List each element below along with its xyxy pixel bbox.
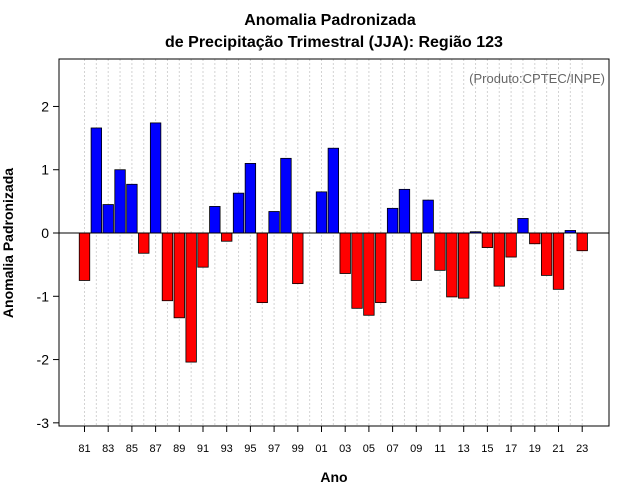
bar-series bbox=[78, 122, 588, 363]
bar-1999 bbox=[292, 232, 304, 285]
bar-1988 bbox=[161, 232, 174, 302]
x-tick-label: 13 bbox=[458, 443, 470, 455]
x-tick-label: 19 bbox=[529, 443, 541, 455]
x-tick-label: 83 bbox=[102, 443, 114, 455]
bar-2004 bbox=[351, 232, 363, 309]
x-tick-label: 01 bbox=[315, 443, 327, 455]
x-tick-label: 09 bbox=[410, 443, 422, 455]
bar-2016 bbox=[493, 232, 505, 287]
x-tick-label: 05 bbox=[363, 443, 375, 455]
x-tick-label: 11 bbox=[434, 443, 445, 455]
plot-area-frame bbox=[58, 58, 610, 427]
bar-2012 bbox=[446, 232, 458, 298]
x-tick-label: 07 bbox=[386, 443, 398, 455]
bar-1981 bbox=[78, 232, 91, 281]
bar-1984 bbox=[114, 169, 126, 234]
bar-2015 bbox=[481, 232, 494, 248]
grid-lines bbox=[84, 59, 583, 426]
bar-2021 bbox=[552, 232, 565, 290]
bar-1985 bbox=[126, 183, 138, 234]
x-tick-label: 95 bbox=[244, 443, 256, 455]
y-tick-label: 2 bbox=[41, 98, 49, 114]
bar-2020 bbox=[541, 232, 553, 276]
bar-1995 bbox=[244, 163, 257, 234]
bar-2006 bbox=[375, 232, 387, 304]
bar-2008 bbox=[398, 188, 411, 234]
bar-2009 bbox=[410, 232, 422, 281]
bar-2018 bbox=[517, 218, 529, 234]
bar-1982 bbox=[90, 127, 102, 234]
x-tick-label: 97 bbox=[268, 443, 280, 455]
x-axis-ticks: 81 83 85 87 89 91 93 95 97 99 01 03 05 07 09 11 13 15 17 19… bbox=[78, 426, 588, 455]
bar-1990 bbox=[185, 232, 197, 363]
bar-1993 bbox=[221, 232, 233, 242]
x-tick-label: 87 bbox=[149, 443, 161, 455]
y-tick-label: -1 bbox=[37, 288, 50, 304]
x-tick-label: 23 bbox=[576, 443, 588, 455]
bar-1991 bbox=[197, 232, 209, 268]
x-tick-label: 91 bbox=[197, 443, 209, 455]
y-tick-label: -2 bbox=[37, 352, 50, 368]
bar-2002 bbox=[327, 147, 340, 234]
x-tick-label: 99 bbox=[292, 443, 304, 455]
x-tick-label: 93 bbox=[221, 443, 233, 455]
bar-2011 bbox=[434, 232, 446, 271]
bar-2005 bbox=[363, 232, 375, 316]
bar-1998 bbox=[280, 157, 292, 234]
bar-2007 bbox=[386, 207, 399, 234]
x-tick-label: 15 bbox=[481, 443, 493, 455]
y-axis-title: Anomalia Padronizada bbox=[0, 168, 16, 318]
x-tick-label: 81 bbox=[78, 443, 90, 455]
product-credit: (Produto:CPTEC/INPE) bbox=[469, 71, 605, 86]
bar-2019 bbox=[529, 232, 541, 245]
bar-1987 bbox=[149, 122, 162, 234]
x-tick-label: 03 bbox=[339, 443, 351, 455]
bar-2013 bbox=[458, 232, 470, 299]
bar-1986 bbox=[138, 232, 150, 254]
bar-1994 bbox=[232, 192, 245, 234]
y-tick-label: -3 bbox=[37, 415, 50, 431]
x-tick-label: 21 bbox=[552, 443, 564, 455]
chart-subtitle: de Precipitação Trimestral (JJA): Região… bbox=[165, 34, 503, 51]
bar-2010 bbox=[422, 199, 434, 234]
x-tick-label: 17 bbox=[505, 443, 517, 455]
bar-1997 bbox=[268, 211, 280, 234]
bar-1996 bbox=[256, 232, 268, 304]
y-axis-ticks: -3 -2 -1 0 1 2 bbox=[37, 98, 59, 431]
bar-1983 bbox=[102, 204, 114, 234]
bar-2017 bbox=[505, 232, 517, 258]
bar-1992 bbox=[209, 206, 221, 234]
chart-title: Anomalia Padronizada bbox=[244, 12, 416, 29]
bar-2003 bbox=[339, 232, 351, 274]
x-tick-label: 89 bbox=[173, 443, 185, 455]
x-axis-title: Ano bbox=[320, 469, 347, 485]
bar-2023 bbox=[576, 232, 588, 252]
x-tick-label: 85 bbox=[126, 443, 138, 455]
bar-1989 bbox=[173, 232, 185, 319]
y-tick-label: 1 bbox=[41, 162, 49, 178]
y-tick-label: 0 bbox=[41, 225, 49, 241]
bar-2001 bbox=[315, 191, 328, 234]
